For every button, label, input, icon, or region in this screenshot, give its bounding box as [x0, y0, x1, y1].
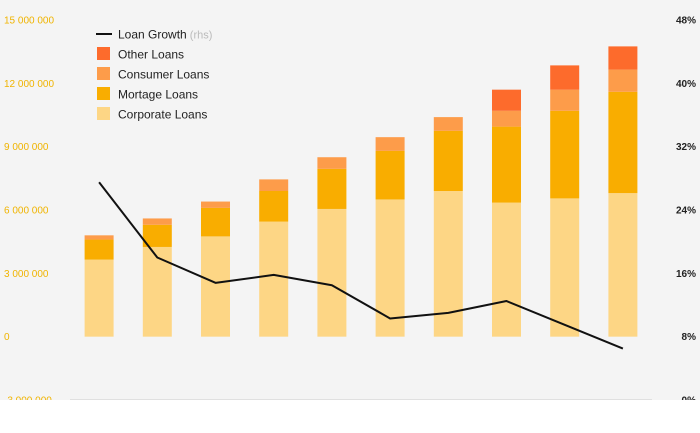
bar-consumer-loans-2018 [608, 69, 638, 92]
bar-corporate-loans-2009 [84, 259, 114, 337]
bar-mortage-loans-2013 [317, 168, 347, 209]
bar-consumer-loans-2010 [142, 218, 172, 225]
bar-mortage-loans-2018 [608, 91, 638, 194]
legend-label: Mortage Loans [118, 88, 198, 102]
bar-mortage-loans-2015 [433, 130, 463, 191]
right-tick-label: 16% [676, 269, 696, 280]
bar-mortage-loans-2009 [84, 239, 114, 260]
legend-swatch [97, 107, 110, 120]
bar-mortage-loans-2010 [142, 224, 172, 247]
line-layer [98, 181, 624, 350]
bar-mortage-loans-2017 [550, 110, 580, 199]
bar-corporate-loans-2014 [375, 199, 405, 337]
bar-mortage-loans-2014 [375, 150, 405, 200]
legend-swatch [97, 47, 110, 60]
bar-layer [84, 46, 638, 337]
loan-growth-line [98, 181, 624, 350]
bar-corporate-loans-2016 [492, 202, 521, 337]
left-tick-label: 3 000 000 [4, 269, 49, 280]
legend-label: Loan Growth (rhs) [118, 28, 212, 42]
legend-note: (rhs) [187, 30, 213, 42]
right-tick-label: 40% [676, 79, 696, 90]
right-tick-label: 48% [676, 16, 696, 27]
legend: Loan Growth (rhs) Other Loans Consumer Loa… [96, 28, 212, 122]
bar-corporate-loans-2012 [259, 221, 289, 337]
bar-consumer-loans-2012 [259, 179, 289, 191]
left-tick-label: 9 000 000 [4, 142, 49, 153]
bar-consumer-loans-2017 [550, 89, 580, 111]
legend-label: Consumer Loans [118, 68, 209, 82]
bar-other-loans-2018 [608, 46, 638, 70]
right-tick-label: 24% [676, 206, 696, 217]
bar-consumer-loans-2013 [317, 157, 347, 169]
bar-other-loans-2016 [492, 89, 521, 111]
bar-corporate-loans-2018 [608, 193, 638, 337]
bar-consumer-loans-2015 [433, 117, 463, 131]
legend-swatch [97, 67, 110, 80]
bar-mortage-loans-2016 [492, 126, 521, 203]
bar-consumer-loans-2011 [201, 201, 230, 208]
right-tick-label: 8% [682, 332, 697, 343]
bar-consumer-loans-2016 [492, 110, 521, 127]
left-tick-label: 15 000 000 [4, 16, 54, 27]
bar-other-loans-2017 [550, 65, 580, 90]
left-tick-label: 12 000 000 [4, 79, 54, 90]
legend-label: Other Loans [118, 48, 184, 62]
bar-consumer-loans-2014 [375, 137, 405, 151]
x-axis-band [0, 400, 700, 420]
left-tick-label: 0 [4, 332, 10, 343]
bar-corporate-loans-2017 [550, 198, 580, 337]
legend-swatch [97, 87, 110, 100]
bar-mortage-loans-2012 [259, 191, 289, 222]
bar-corporate-loans-2011 [201, 236, 230, 337]
right-tick-label: 32% [676, 142, 696, 153]
left-tick-label: 6 000 000 [4, 206, 49, 217]
legend-label: Corporate Loans [118, 108, 207, 122]
bar-mortage-loans-2011 [201, 207, 230, 237]
bar-corporate-loans-2010 [142, 246, 172, 337]
bar-consumer-loans-2009 [84, 235, 114, 240]
bar-corporate-loans-2013 [317, 208, 347, 337]
